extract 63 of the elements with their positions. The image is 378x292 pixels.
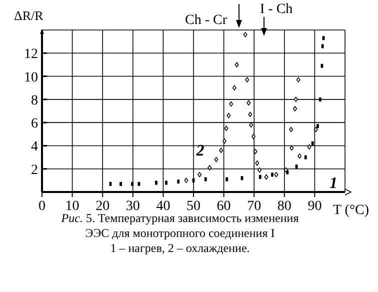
x-tick-label: 60: [216, 199, 231, 214]
point: [249, 122, 254, 128]
point: [314, 126, 318, 132]
y-tick-label: 4: [31, 140, 38, 155]
point: [204, 177, 207, 182]
y-tick-label: 6: [31, 116, 38, 132]
point: [294, 96, 298, 102]
text: ЭЭС для монотропного соединения I: [85, 226, 275, 240]
point: [307, 144, 312, 150]
text: Ch - Cr: [185, 13, 228, 28]
point: [264, 174, 268, 180]
point: [293, 106, 298, 112]
point: [222, 138, 226, 144]
point: [226, 113, 231, 118]
point: [214, 157, 218, 162]
y-tick-label: 2: [31, 162, 38, 178]
point: [198, 172, 202, 178]
point: [177, 180, 180, 184]
point: [290, 145, 294, 151]
text: Рис. 5. Температурная зависимость изменения: [60, 211, 299, 225]
point: [289, 126, 294, 132]
point: [255, 160, 260, 166]
point: [243, 32, 248, 38]
point: [245, 77, 250, 82]
point: [232, 85, 236, 90]
x-tick-label: 20: [96, 199, 110, 214]
x-tick-label: 70: [247, 199, 262, 214]
text: I - Ch: [260, 2, 293, 17]
point: [304, 155, 307, 160]
point: [224, 126, 228, 131]
point: [208, 165, 212, 170]
point: [184, 178, 188, 184]
y-axis-title: ΔR/R: [14, 8, 44, 23]
x-tick-label: 0: [38, 199, 46, 214]
x-tick-label: 90: [308, 199, 322, 214]
point: [284, 167, 288, 173]
point: [258, 174, 262, 179]
x-tick-label: 50: [186, 199, 200, 214]
text: 1 – нагрев, 2 – охлаждение.: [110, 241, 250, 255]
point: [219, 148, 224, 153]
y-tick-label: 8: [31, 93, 38, 108]
point: [229, 101, 234, 107]
point: [248, 112, 252, 118]
point: [234, 62, 239, 68]
point: [274, 172, 278, 178]
point: [251, 134, 256, 140]
point: [311, 141, 314, 146]
y-tick-label: 10: [24, 70, 38, 86]
point: [246, 100, 251, 106]
point: [318, 97, 322, 102]
point: [321, 44, 324, 48]
point: [226, 177, 228, 182]
point: [296, 77, 300, 82]
x-axis-title: T (°C): [333, 203, 370, 218]
point: [298, 154, 302, 159]
x-tick-label: 40: [156, 199, 170, 214]
x-tick-label: 80: [277, 199, 292, 214]
x-tick-label: 10: [65, 199, 80, 214]
point: [253, 148, 258, 154]
legend-label: 1: [329, 175, 338, 192]
y-tick-label: 12: [24, 47, 38, 62]
x-tick-label: 30: [126, 199, 140, 214]
point: [258, 167, 262, 173]
